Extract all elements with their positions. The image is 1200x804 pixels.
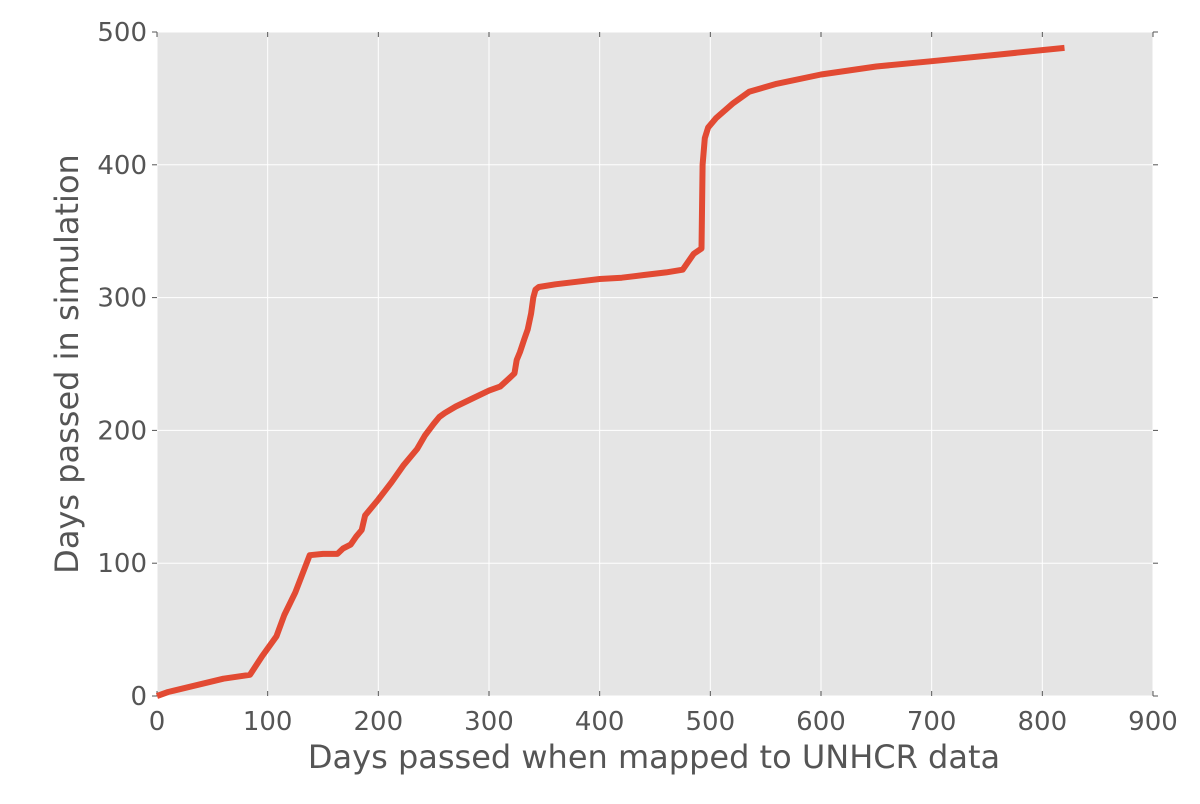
- series-layer: [155, 44, 1065, 699]
- x-tick-label: 800: [1018, 707, 1068, 737]
- x-tick-label: 400: [575, 707, 625, 737]
- y-tick-label: 100: [97, 549, 147, 579]
- x-tick-labels: 0 100 200 300 400 500 600 700 800 900: [149, 707, 1178, 737]
- x-tick-label: 500: [686, 707, 736, 737]
- y-tick-label: 200: [97, 416, 147, 446]
- x-tick-label: 200: [354, 707, 404, 737]
- plot-background: [157, 32, 1153, 696]
- series-line: [155, 44, 1065, 699]
- x-axis-label: Days passed when mapped to UNHCR data: [308, 738, 1000, 776]
- y-tick-labels: 0 100 200 300 400 500: [97, 18, 147, 712]
- x-tick-label: 600: [796, 707, 846, 737]
- grid-lines: [156, 31, 1154, 697]
- y-tick-label: 400: [97, 151, 147, 181]
- tick-marks: [152, 31, 1158, 697]
- y-tick-label: 0: [130, 682, 147, 712]
- y-axis-label: Days passed in simulation: [48, 154, 86, 574]
- x-tick-label: 100: [243, 707, 293, 737]
- y-tick-label: 300: [97, 284, 147, 314]
- x-tick-label: 700: [907, 707, 957, 737]
- x-tick-label: 900: [1128, 707, 1178, 737]
- y-tick-label: 500: [97, 18, 147, 48]
- x-tick-label: 0: [149, 707, 166, 737]
- x-tick-label: 300: [464, 707, 514, 737]
